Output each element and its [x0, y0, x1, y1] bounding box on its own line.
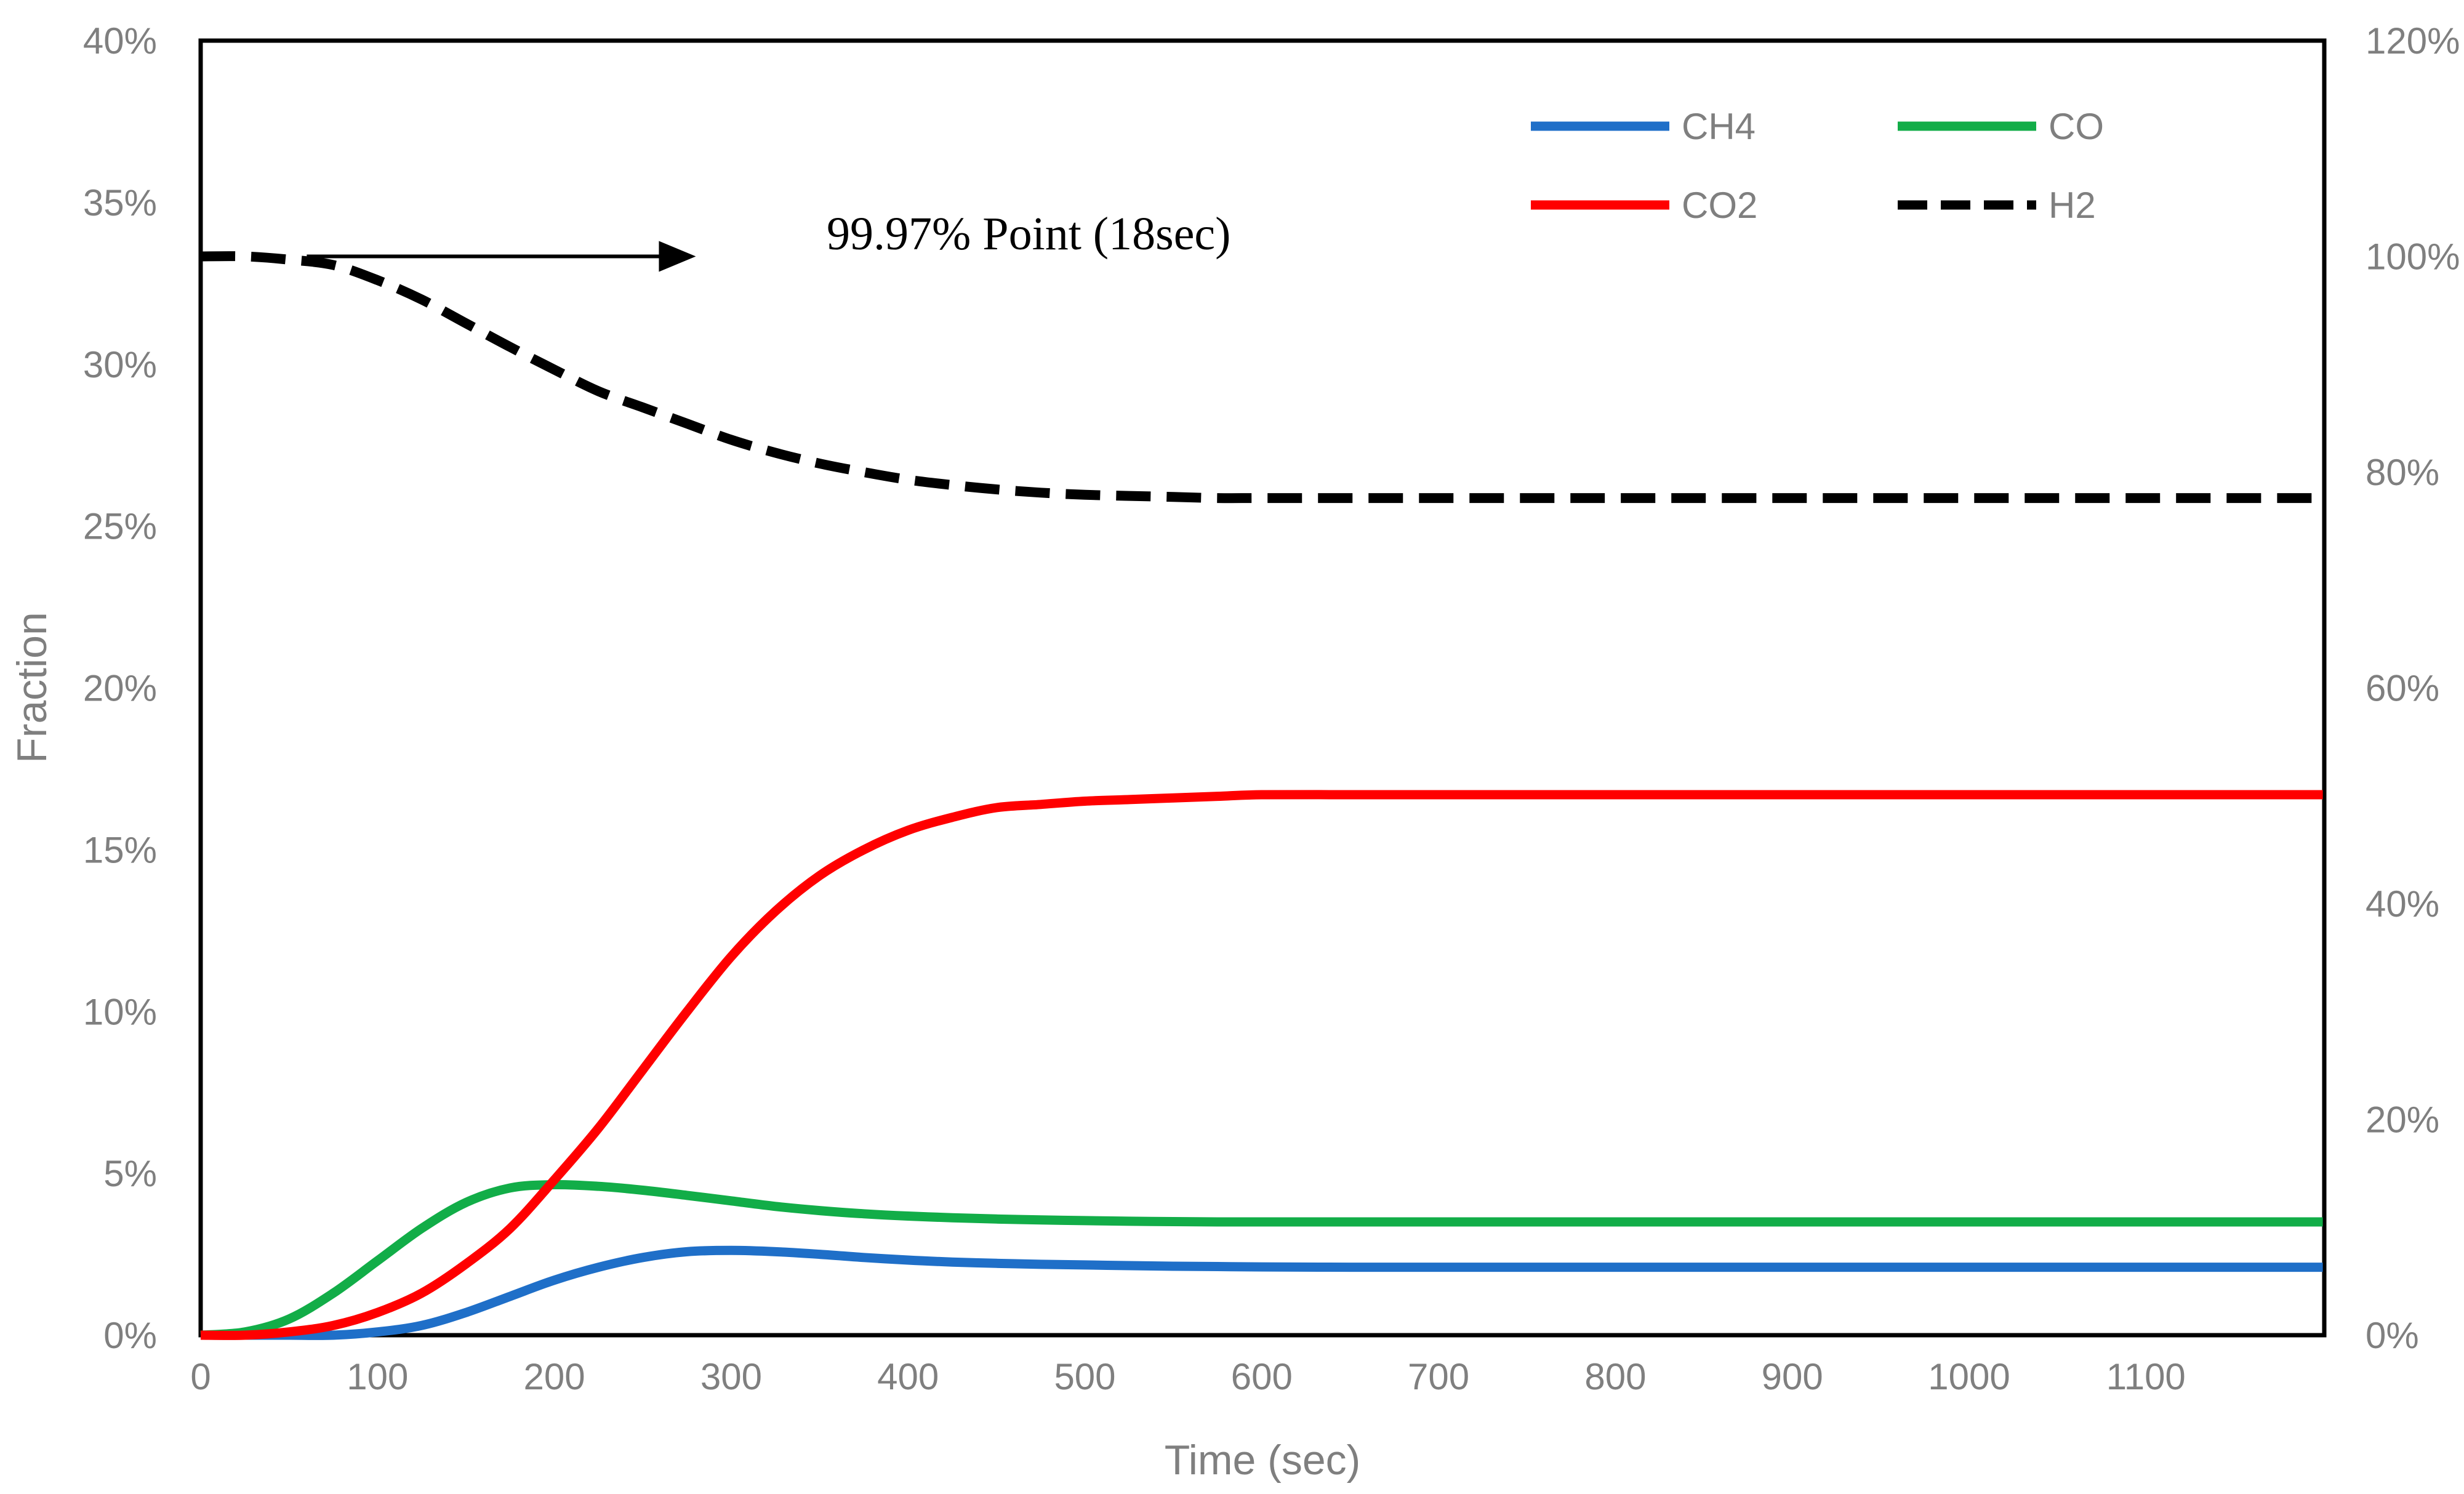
y-tick-label: 20%: [83, 668, 157, 709]
y-tick-label: 35%: [83, 182, 157, 223]
y-tick-label: 15%: [83, 829, 157, 870]
x-tick-label: 100: [347, 1356, 408, 1397]
x-tick-label: 600: [1231, 1356, 1293, 1397]
x-tick-label: 0: [190, 1356, 211, 1397]
plot-frame: [198, 38, 2327, 1338]
y2-tick-label: 20%: [2366, 1099, 2439, 1141]
series-line-co2: [200, 790, 2323, 1340]
annotation-text: 99.97% Point (18sec): [827, 208, 1230, 260]
x-tick-label: 1000: [1928, 1356, 2010, 1397]
y-tick-label: 5%: [103, 1153, 157, 1194]
y-tick-label: 25%: [83, 506, 157, 547]
y2-tick-label: 60%: [2366, 668, 2439, 709]
series-line-ch4: [201, 1245, 2323, 1340]
legend-label-ch4: CH4: [1682, 106, 1756, 147]
x-tick-label: 900: [1762, 1356, 1823, 1397]
left-y-tick-labels: 0% 5% 10% 15% 20% 25% 30% 35% 40%: [83, 20, 157, 1356]
x-tick-labels: 0 100 200 300 400 500 600 700 800 900 1000 1100: [190, 1356, 2186, 1397]
y2-tick-label: 120%: [2366, 20, 2460, 62]
legend-label-co2: CO2: [1682, 185, 1757, 226]
annotation-arrowhead: [659, 241, 696, 272]
y-tick-label: 30%: [83, 344, 157, 385]
right-y-tick-labels: 0% 20% 40% 60% 80% 100% 120%: [2366, 20, 2460, 1356]
y2-tick-label: 40%: [2366, 883, 2439, 925]
legend: CH4 CO CO2 H2: [1531, 106, 2104, 226]
legend-label-h2: H2: [2049, 185, 2096, 226]
series-line-h2: [200, 251, 2323, 504]
y2-tick-label: 0%: [2366, 1315, 2419, 1356]
legend-label-co: CO: [2049, 106, 2104, 147]
x-tick-label: 700: [1408, 1356, 1469, 1397]
series-line-co: [200, 1179, 2323, 1340]
y-tick-label: 0%: [103, 1315, 157, 1356]
x-tick-label: 1100: [2106, 1356, 2186, 1397]
x-axis-title: Time (sec): [1165, 1437, 1361, 1484]
x-tick-label: 300: [700, 1356, 762, 1397]
y-axis-title: Fraction: [9, 612, 55, 763]
x-tick-label: 400: [877, 1356, 939, 1397]
series-layer: [200, 251, 2323, 1340]
annotation: 99.97% Point (18sec): [307, 208, 1230, 272]
y2-tick-label: 100%: [2366, 236, 2460, 278]
y-tick-label: 10%: [83, 991, 157, 1032]
y2-tick-label: 80%: [2366, 452, 2439, 493]
x-tick-label: 500: [1054, 1356, 1115, 1397]
y-tick-label: 40%: [83, 20, 157, 62]
x-tick-label: 200: [524, 1356, 585, 1397]
x-tick-label: 800: [1584, 1356, 1646, 1397]
